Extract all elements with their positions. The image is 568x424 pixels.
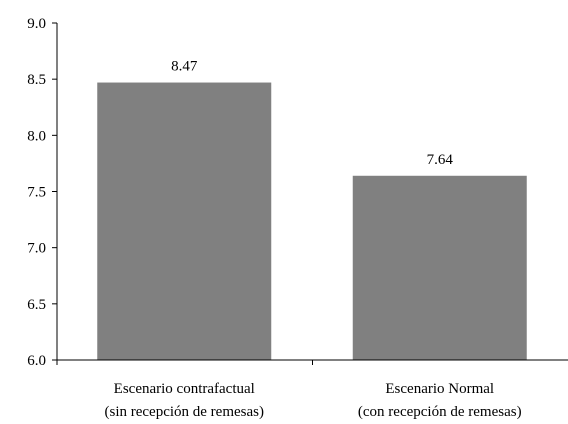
category-label: (con recepción de remesas)	[358, 404, 522, 420]
y-tick-label: 7.0	[27, 241, 46, 257]
y-tick-label: 8.5	[27, 72, 46, 88]
data-label: 7.64	[427, 152, 454, 168]
bar	[352, 175, 527, 360]
y-tick-label: 6.5	[27, 297, 46, 313]
category-label: Escenario contrafactual	[114, 381, 255, 397]
category-label: Escenario Normal	[385, 381, 494, 397]
x-axis: Escenario contrafactual (sin recepción de…	[56, 359, 568, 420]
y-tick-label: 6.0	[27, 353, 46, 369]
data-label: 8.47	[171, 59, 198, 75]
y-tick-label: 9.0	[27, 16, 46, 32]
bar	[97, 82, 272, 360]
y-axis: 6.0 6.5 7.0 7.5 8.0 8.5 9.0	[27, 16, 58, 369]
y-tick-label: 7.5	[27, 185, 46, 201]
y-tick-label: 8.0	[27, 128, 46, 144]
category-label: (sin recepción de remesas)	[104, 404, 264, 420]
bars: 8.47 7.64	[97, 59, 527, 360]
